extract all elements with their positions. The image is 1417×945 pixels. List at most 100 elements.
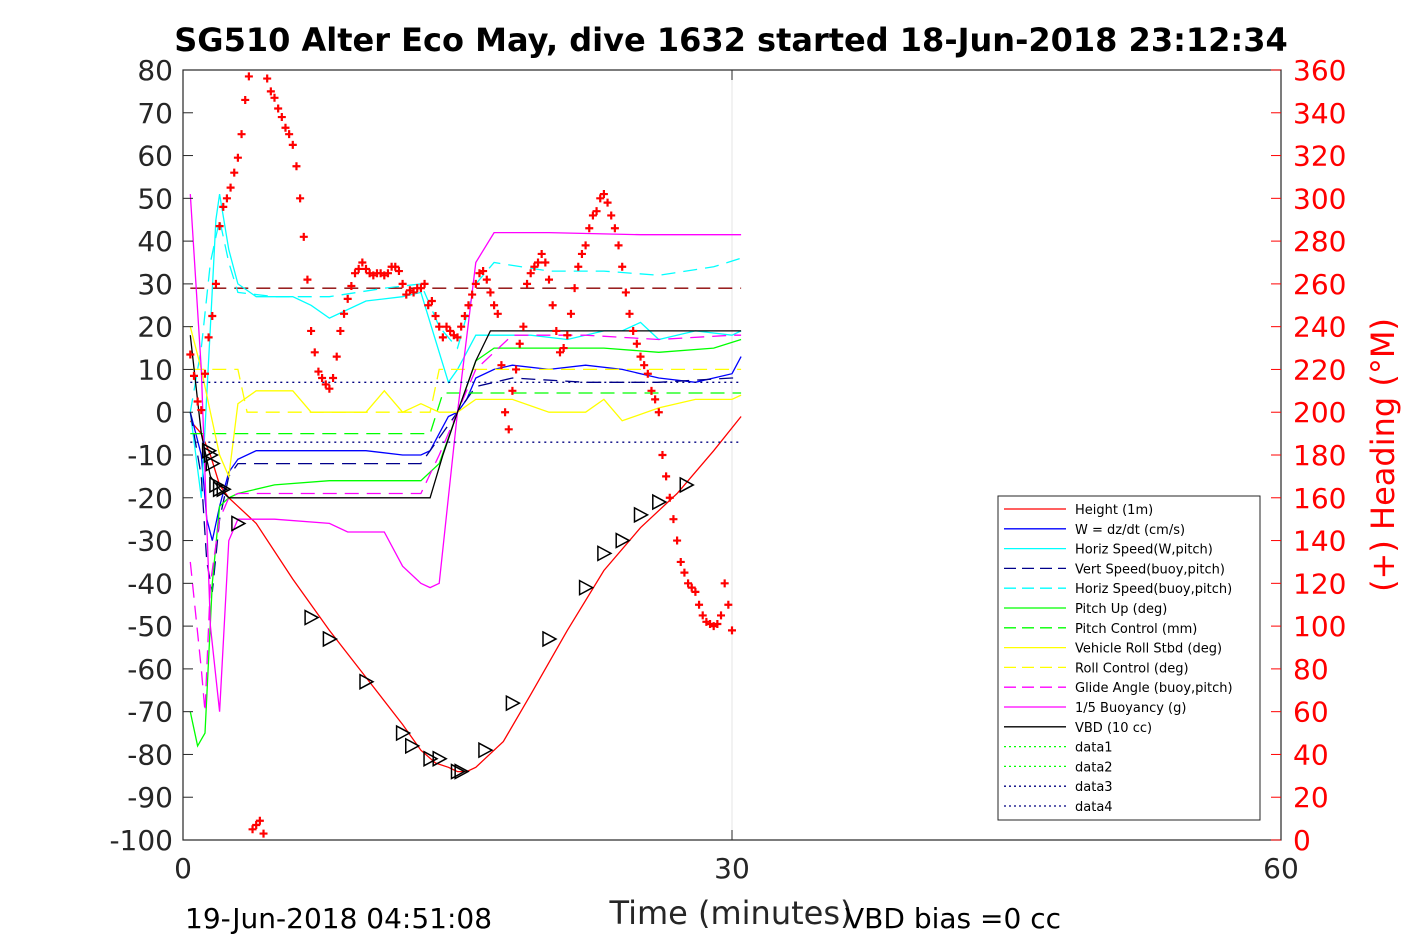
heading-point <box>318 374 327 382</box>
y-tick-label: -80 <box>127 738 173 771</box>
y-right-tick-label: 100 <box>1293 610 1346 643</box>
heading-point <box>343 294 352 303</box>
heading-point <box>299 232 308 241</box>
heading-point <box>263 74 272 83</box>
heading-point <box>607 211 616 220</box>
triangle-marker <box>432 750 448 767</box>
triangle-marker <box>505 694 521 712</box>
heading-point <box>336 326 345 335</box>
heading-point <box>574 262 583 271</box>
x-tick-label: 30 <box>714 852 750 885</box>
y-right-tick-label: 40 <box>1293 738 1329 771</box>
legend-label: Horiz Speed(buoy,pitch) <box>1075 582 1232 597</box>
heading-point <box>548 301 557 310</box>
legend-label: Roll Control (deg) <box>1075 661 1189 676</box>
triangle-marker <box>395 724 412 742</box>
heading-point <box>515 339 524 348</box>
heading-point <box>610 224 619 233</box>
legend-box <box>997 495 1261 821</box>
y-right-tick-label: 0 <box>1293 824 1311 857</box>
heading-point <box>695 600 704 609</box>
heading-point <box>189 371 198 380</box>
heading-point <box>438 333 447 342</box>
heading-point <box>614 241 623 250</box>
heading-point <box>680 568 689 577</box>
heading-point <box>420 279 429 288</box>
y-right-tick-label: 220 <box>1293 353 1346 386</box>
heading-point <box>347 282 356 291</box>
legend-label: data1 <box>1075 741 1113 756</box>
x-axis-label: Time (minutes) <box>609 894 853 932</box>
legend-label: data2 <box>1075 760 1113 775</box>
heading-point <box>497 361 506 370</box>
heading-point <box>248 825 257 834</box>
heading-point <box>552 326 561 335</box>
heading-point <box>427 297 436 305</box>
heading-point <box>471 279 480 288</box>
heading-point <box>691 587 700 596</box>
y-tick-label: -50 <box>127 610 173 643</box>
triangle-marker <box>359 673 375 690</box>
heading-point <box>446 326 455 335</box>
heading-point <box>545 275 553 284</box>
heading-point <box>398 279 407 288</box>
heading-point <box>226 183 235 192</box>
heading-point <box>676 557 685 566</box>
heading-point <box>493 309 502 318</box>
heading-point <box>340 309 349 318</box>
heading-point <box>222 194 231 203</box>
legend-label: Vert Speed(buoy,pitch) <box>1075 562 1225 577</box>
footer-timestamp: 19-Jun-2018 04:51:08 <box>185 902 492 935</box>
heading-point <box>230 168 239 177</box>
series-layer <box>189 193 742 773</box>
right-axis: 3603403203002802602402202001801601401201… <box>1271 54 1346 857</box>
heading-point <box>651 395 660 404</box>
y-tick-label: -90 <box>127 781 173 814</box>
heading-point <box>577 249 586 258</box>
heading-point <box>632 339 641 348</box>
y-right-tick-label: 240 <box>1293 311 1346 344</box>
heading-point <box>636 352 645 361</box>
heading-point <box>237 130 246 139</box>
heading-point <box>233 153 242 162</box>
heading-point <box>482 275 491 284</box>
heading-point <box>208 311 217 320</box>
triangle-marker <box>615 532 631 549</box>
heading-point <box>658 451 667 459</box>
series-line-height-1m <box>189 416 742 773</box>
series-line-vert-speed-buoy-pitch <box>189 377 742 593</box>
heading-point <box>643 369 652 378</box>
heading-point <box>647 386 656 395</box>
heading-point <box>570 284 579 293</box>
heading-point <box>599 190 608 199</box>
heading-point <box>215 222 224 231</box>
heading-point <box>383 269 392 278</box>
y-tick-label: -20 <box>127 482 173 515</box>
right-axis-label: (+) Heading (°M) <box>1364 318 1402 592</box>
y-tick-label: 70 <box>137 97 173 130</box>
heading-point <box>460 311 469 320</box>
heading-point <box>314 367 323 376</box>
y-tick-label: 20 <box>137 311 173 344</box>
heading-point <box>621 288 630 297</box>
triangle-marker <box>304 609 320 626</box>
heading-point <box>281 123 290 132</box>
heading-markers <box>186 72 736 838</box>
y-right-tick-label: 160 <box>1293 482 1346 515</box>
triangle-marker <box>478 741 494 759</box>
chart-title: SG510 Alter Eco May, dive 1632 started 1… <box>174 21 1287 59</box>
heading-point <box>640 361 649 370</box>
y-right-tick-label: 280 <box>1293 225 1346 258</box>
heading-point <box>581 241 590 250</box>
footer-vbd-bias: VBD bias =0 cc <box>845 902 1061 935</box>
y-tick-label: -60 <box>127 653 173 686</box>
triangle-marker <box>679 476 695 494</box>
heading-point <box>669 515 678 524</box>
y-tick-label: 30 <box>137 268 173 301</box>
heading-point <box>654 408 663 417</box>
legend: Height (1m) W = dz/dt (cm/s) Horiz Speed(W… <box>997 495 1261 821</box>
heading-point <box>431 311 440 320</box>
heading-point <box>464 301 473 310</box>
heading-point <box>186 350 195 359</box>
